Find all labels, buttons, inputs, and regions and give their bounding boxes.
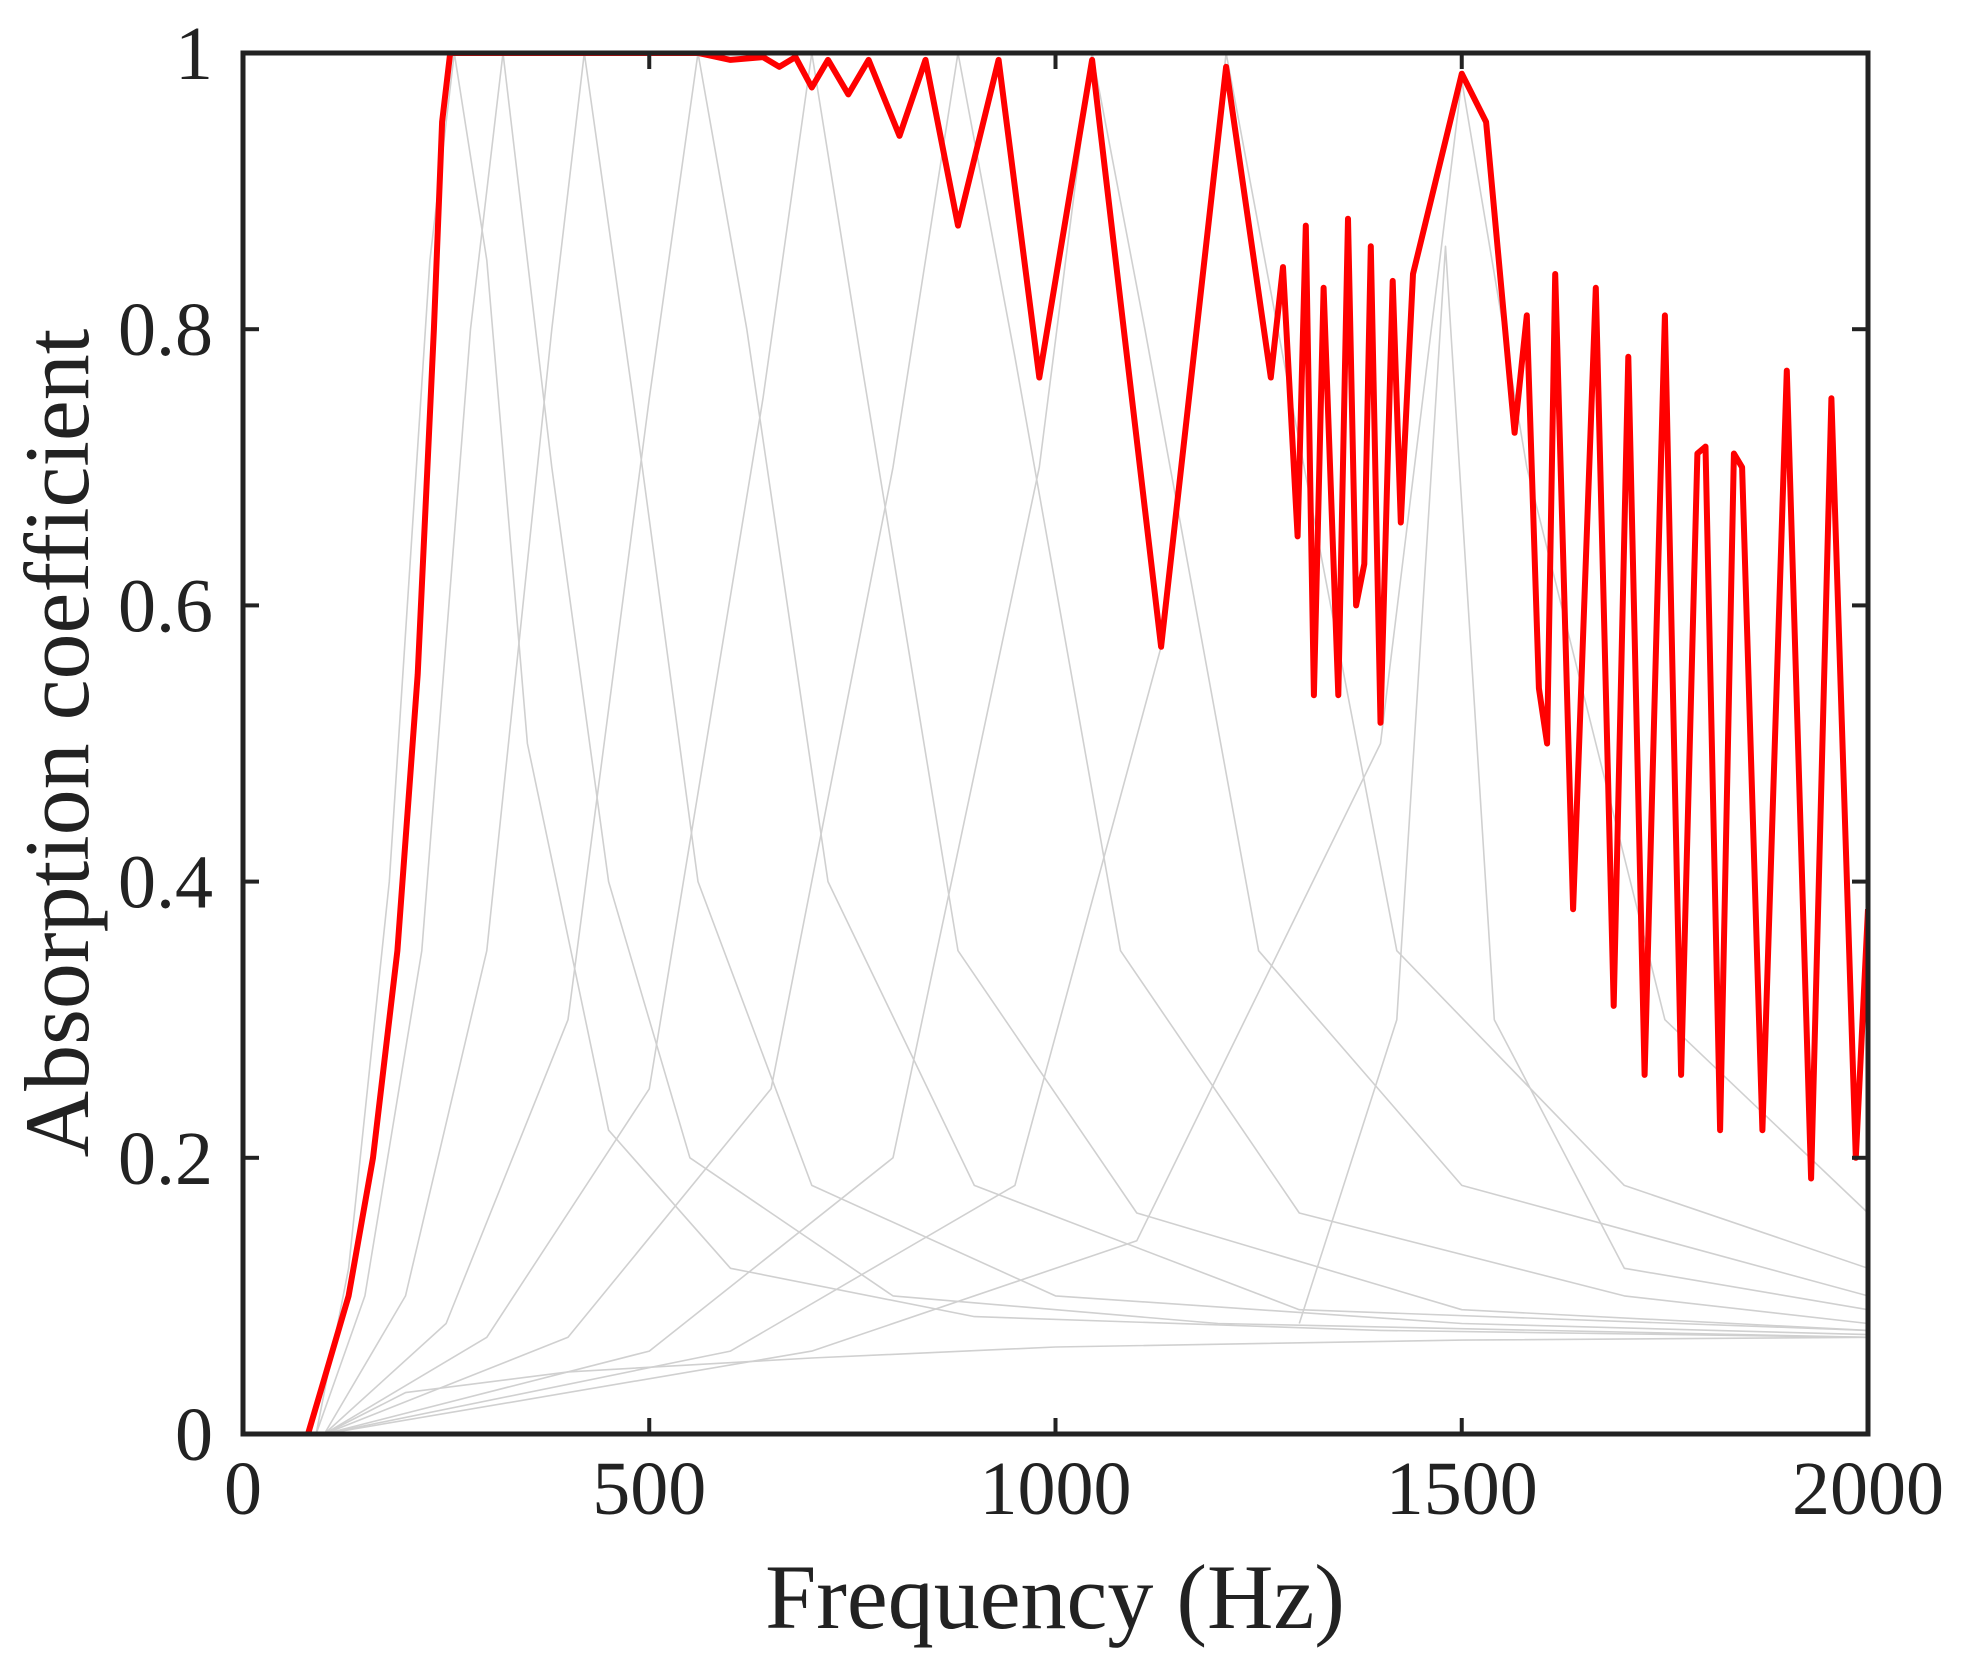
series-line xyxy=(323,53,1868,1434)
series-line xyxy=(305,53,1868,1434)
y-tick-label: 0.2 xyxy=(118,1117,213,1201)
series-line xyxy=(323,53,1868,1434)
plot-lines xyxy=(305,53,1868,1434)
y-tick-label: 0.4 xyxy=(118,841,213,925)
y-tick-label: 0.8 xyxy=(118,288,213,372)
series-line xyxy=(323,1336,1868,1434)
series-line xyxy=(315,53,1868,1434)
x-tick-label: 0 xyxy=(224,1447,262,1531)
x-tick-label: 1500 xyxy=(1386,1447,1538,1531)
x-tick-label: 500 xyxy=(592,1447,706,1531)
x-axis-label: Frequency (Hz) xyxy=(765,1546,1345,1648)
series-line xyxy=(1298,245,1868,1324)
series-line xyxy=(315,53,1868,1434)
series-line xyxy=(324,53,1868,1434)
y-tick-label: 1 xyxy=(175,12,213,96)
series-line xyxy=(323,53,1868,1434)
y-tick-label: 0 xyxy=(175,1393,213,1477)
x-tick-label: 1000 xyxy=(980,1447,1132,1531)
y-tick-label: 0.6 xyxy=(118,564,213,648)
x-tick-label: 2000 xyxy=(1792,1447,1944,1531)
y-axis-label: Absorption coefficient xyxy=(6,328,108,1157)
series-line xyxy=(324,53,1868,1434)
series-line xyxy=(324,53,1868,1434)
